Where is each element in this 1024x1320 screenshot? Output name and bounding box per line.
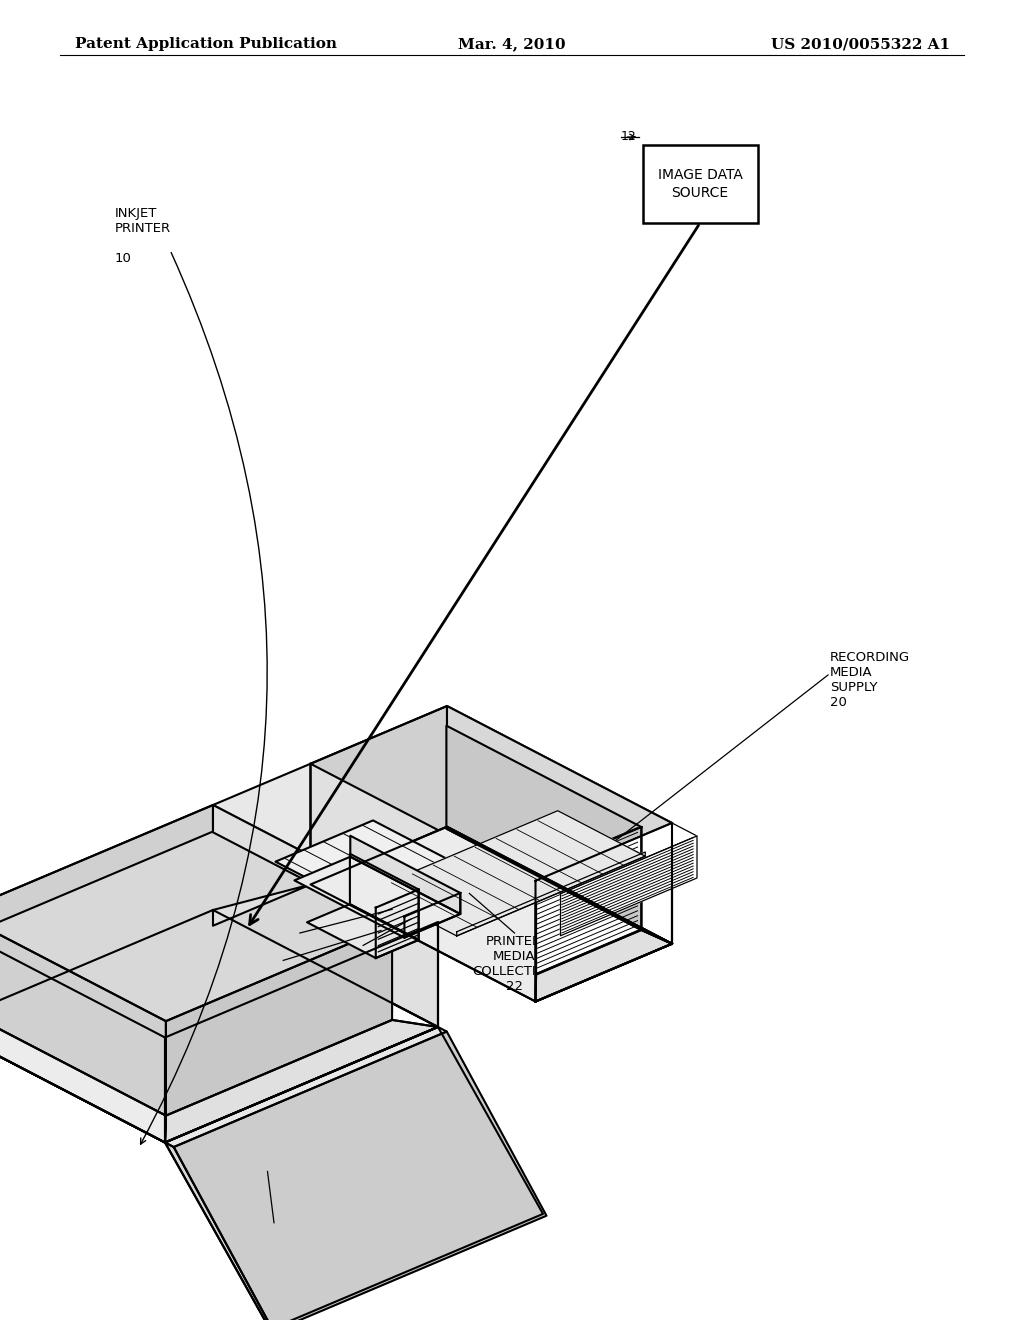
Polygon shape	[165, 1020, 438, 1143]
Text: Patent Application Publication: Patent Application Publication	[75, 37, 337, 51]
Polygon shape	[295, 857, 461, 937]
Text: 100: 100	[274, 939, 300, 952]
Text: 40: 40	[257, 1234, 274, 1247]
Polygon shape	[0, 805, 438, 1038]
Text: Mar. 4, 2010: Mar. 4, 2010	[458, 37, 566, 51]
Text: INK TANKS: INK TANKS	[214, 940, 284, 953]
Polygon shape	[446, 726, 641, 931]
Text: 10: 10	[115, 252, 132, 265]
Polygon shape	[350, 836, 461, 913]
Polygon shape	[174, 1031, 547, 1320]
Polygon shape	[310, 706, 672, 880]
Text: 12: 12	[621, 129, 637, 143]
Polygon shape	[165, 1143, 273, 1320]
Text: RECORDING
MEDIA
SUPPLY
20: RECORDING MEDIA SUPPLY 20	[830, 651, 910, 709]
Polygon shape	[447, 706, 672, 944]
Polygon shape	[165, 921, 438, 1143]
Polygon shape	[537, 828, 641, 974]
Polygon shape	[350, 854, 419, 940]
Polygon shape	[275, 821, 473, 913]
Polygon shape	[213, 764, 310, 925]
Text: PRINTHEAD: PRINTHEAD	[287, 924, 364, 937]
Text: IMAGE DATA
SOURCE: IMAGE DATA SOURCE	[657, 168, 742, 201]
Polygon shape	[213, 884, 310, 925]
Bar	[642, 145, 758, 223]
Polygon shape	[536, 931, 672, 1002]
Polygon shape	[213, 805, 438, 1027]
Polygon shape	[307, 904, 419, 958]
Polygon shape	[166, 925, 392, 1115]
Polygon shape	[165, 1027, 543, 1320]
Polygon shape	[446, 826, 672, 944]
Polygon shape	[404, 892, 461, 937]
Text: PROTECTIVE
COVER: PROTECTIVE COVER	[191, 1185, 274, 1213]
Text: CARRIAGE: CARRIAGE	[232, 912, 300, 925]
Polygon shape	[0, 1022, 166, 1143]
Polygon shape	[0, 832, 392, 1022]
Polygon shape	[165, 1027, 446, 1147]
Text: 18: 18	[266, 966, 284, 979]
Polygon shape	[310, 826, 672, 1002]
Text: PRINTED
MEDIA
COLLECTION
22: PRINTED MEDIA COLLECTION 22	[472, 935, 556, 993]
Polygon shape	[0, 805, 213, 1026]
Polygon shape	[0, 909, 438, 1143]
Polygon shape	[536, 822, 697, 894]
Text: INKJET
PRINTER: INKJET PRINTER	[115, 207, 171, 235]
Text: US 2010/0055322 A1: US 2010/0055322 A1	[771, 37, 950, 51]
Polygon shape	[370, 810, 645, 936]
Polygon shape	[560, 836, 697, 936]
Polygon shape	[310, 706, 447, 884]
Polygon shape	[0, 928, 166, 1115]
Polygon shape	[213, 884, 326, 933]
Polygon shape	[376, 865, 473, 913]
Polygon shape	[376, 890, 419, 958]
Polygon shape	[457, 851, 645, 936]
Text: 30: 30	[346, 952, 364, 965]
Polygon shape	[0, 920, 165, 1143]
Polygon shape	[536, 822, 672, 1002]
